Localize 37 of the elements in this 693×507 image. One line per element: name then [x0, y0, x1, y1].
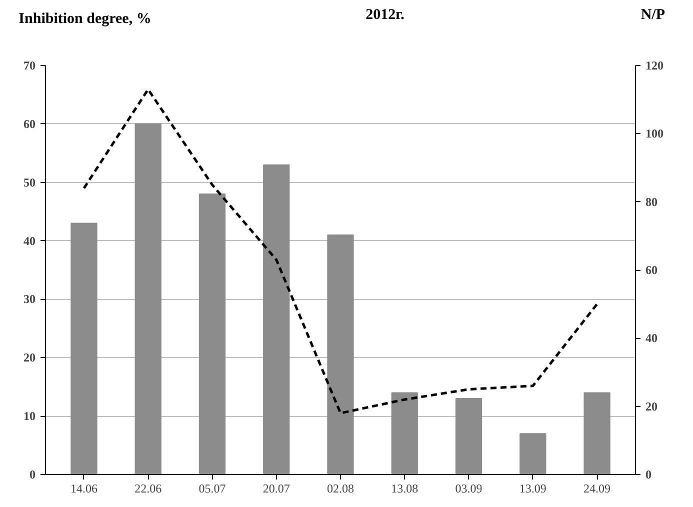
bar — [134, 123, 162, 474]
y-tick-label: 30 — [24, 292, 36, 306]
bar — [198, 194, 226, 474]
y-tick-label: 70 — [24, 58, 36, 72]
y-axis-title: Inhibition degree, % — [18, 10, 152, 29]
bar — [520, 433, 546, 474]
line-series — [82, 88, 598, 414]
bar — [391, 392, 418, 474]
y-tick-label: 60 — [24, 116, 36, 131]
y-tick-label: 50 — [24, 175, 36, 190]
x-tick-label: 05.07 — [198, 482, 226, 496]
y2-tick-label: 80 — [646, 194, 658, 209]
y-tick-label: 0 — [30, 468, 36, 482]
x-tick-label: 20.07 — [262, 482, 290, 496]
y2-tick-label: 100 — [646, 126, 664, 141]
chart-title: 2012г. — [366, 6, 404, 25]
y2-tick-label: 60 — [646, 263, 658, 277]
bar — [455, 398, 482, 474]
y-tick-label: 10 — [24, 409, 36, 424]
bar — [263, 164, 290, 474]
x-tick-label: 13.08 — [391, 482, 418, 496]
x-tick-label: 03.09 — [455, 482, 482, 496]
bar — [327, 234, 354, 474]
y-tick-label: 20 — [24, 350, 36, 365]
x-tick-label: 02.08 — [327, 482, 354, 496]
bar — [584, 392, 610, 474]
x-tick-label: 13.09 — [519, 482, 546, 496]
y-tick-label: 40 — [24, 234, 36, 248]
bar — [70, 222, 98, 474]
y2-tick-label: 0 — [646, 468, 652, 482]
y2-tick-label: 40 — [646, 331, 658, 346]
y2-tick-label: 20 — [646, 399, 658, 414]
x-tick-label: 14.06 — [70, 482, 98, 496]
x-tick-label: 24.09 — [584, 482, 611, 496]
x-tick-label: 22.06 — [134, 482, 162, 496]
y2-tick-label: 120 — [646, 58, 664, 72]
y2-axis-title: N/P — [640, 6, 665, 25]
